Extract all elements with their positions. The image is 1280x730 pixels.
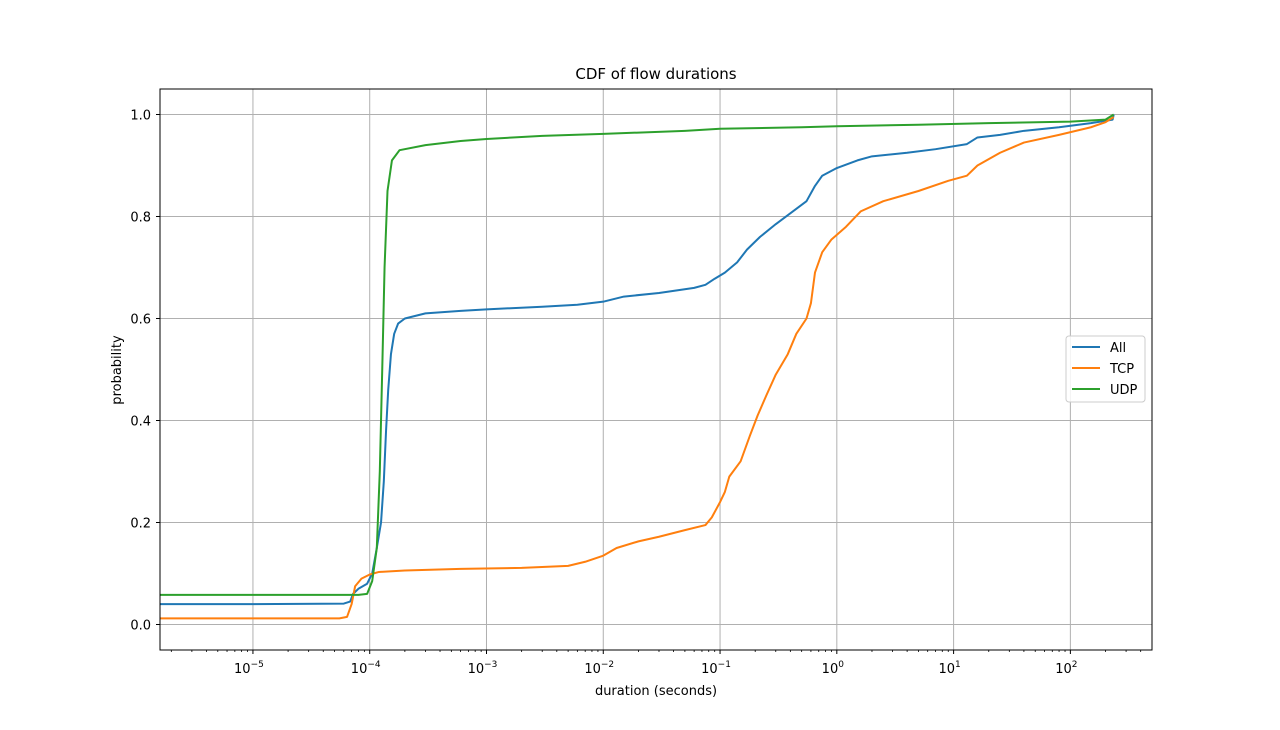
y-tick-label: 0.6	[130, 313, 151, 328]
x-tick-label: 10−2	[584, 660, 614, 677]
chart-title: CDF of flow durations	[575, 65, 736, 83]
x-tick-label: 10−3	[468, 660, 498, 677]
legend-label-tcp: TCP	[1109, 362, 1134, 377]
x-tick-label: 102	[1055, 660, 1077, 677]
x-tick-exponent: −4	[367, 660, 381, 670]
y-tick-label: 0.2	[130, 517, 151, 532]
x-tick-label: 101	[938, 660, 960, 677]
legend-label-all: All	[1110, 341, 1126, 356]
x-ticks: 10−5 10−4 10−3 10−2 10−1 100 101 102	[170, 650, 1142, 677]
x-axis-label: duration (seconds)	[595, 684, 717, 699]
axes-frame	[159, 88, 1153, 651]
x-tick-label: 100	[822, 660, 845, 677]
x-tick-exponent: 2	[1072, 660, 1078, 670]
x-tick-label: 10−5	[234, 660, 264, 677]
series-line-tcp	[160, 116, 1115, 620]
x-tick-exponent: −3	[484, 660, 497, 670]
x-tick-base: 10	[822, 662, 839, 677]
legend: All TCP UDP	[1065, 335, 1146, 403]
x-tick-exponent: −2	[601, 660, 614, 670]
x-tick-base: 10	[584, 662, 601, 677]
x-tick-label: 10−1	[701, 660, 731, 677]
x-tick-exponent: 0	[838, 660, 844, 670]
x-tick-base: 10	[351, 662, 368, 677]
y-tick-label: 0.0	[130, 619, 151, 634]
x-tick-exponent: −1	[718, 660, 731, 670]
x-tick-base: 10	[701, 662, 718, 677]
y-tick-label: 0.4	[130, 415, 151, 430]
x-tick-exponent: 1	[955, 660, 961, 670]
series-layer	[160, 113, 1115, 620]
x-tick-label: 10−4	[351, 660, 381, 677]
series-line-udp	[160, 113, 1115, 596]
x-tick-base: 10	[468, 662, 485, 677]
legend-box	[1065, 335, 1146, 403]
x-tick-base: 10	[938, 662, 955, 677]
legend-label-udp: UDP	[1110, 383, 1138, 398]
y-tick-label: 0.8	[130, 211, 151, 226]
grid-lines	[160, 89, 1152, 650]
x-tick-base: 10	[1055, 662, 1072, 677]
y-axis-label: probability	[110, 335, 125, 405]
y-tick-label: 1.0	[130, 109, 151, 124]
y-ticks: 0.0 0.2 0.4 0.6 0.8 1.0	[130, 109, 160, 634]
x-tick-exponent: −5	[251, 660, 264, 670]
x-tick-base: 10	[234, 662, 251, 677]
